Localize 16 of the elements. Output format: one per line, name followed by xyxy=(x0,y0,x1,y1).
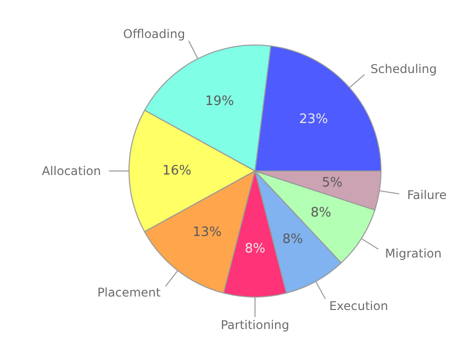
data-label: 16% xyxy=(162,164,192,178)
data-label: 8% xyxy=(244,242,266,257)
slice-label: Partitioning xyxy=(220,318,290,332)
slice-label: Execution xyxy=(329,298,388,313)
data-label: 8% xyxy=(282,232,303,247)
data-label: 19% xyxy=(205,94,234,109)
slice-label: Placement xyxy=(97,286,161,300)
data-label: 23% xyxy=(299,112,328,127)
slice-label: Allocation xyxy=(42,164,101,178)
slice-label: Migration xyxy=(385,246,442,261)
data-label: 8% xyxy=(310,205,332,220)
slice-label: Failure xyxy=(407,188,447,202)
data-label: 13% xyxy=(192,225,222,240)
slice-label: Scheduling xyxy=(370,62,437,76)
slice-label: Offloading xyxy=(123,26,186,41)
data-label: 5% xyxy=(322,176,342,191)
